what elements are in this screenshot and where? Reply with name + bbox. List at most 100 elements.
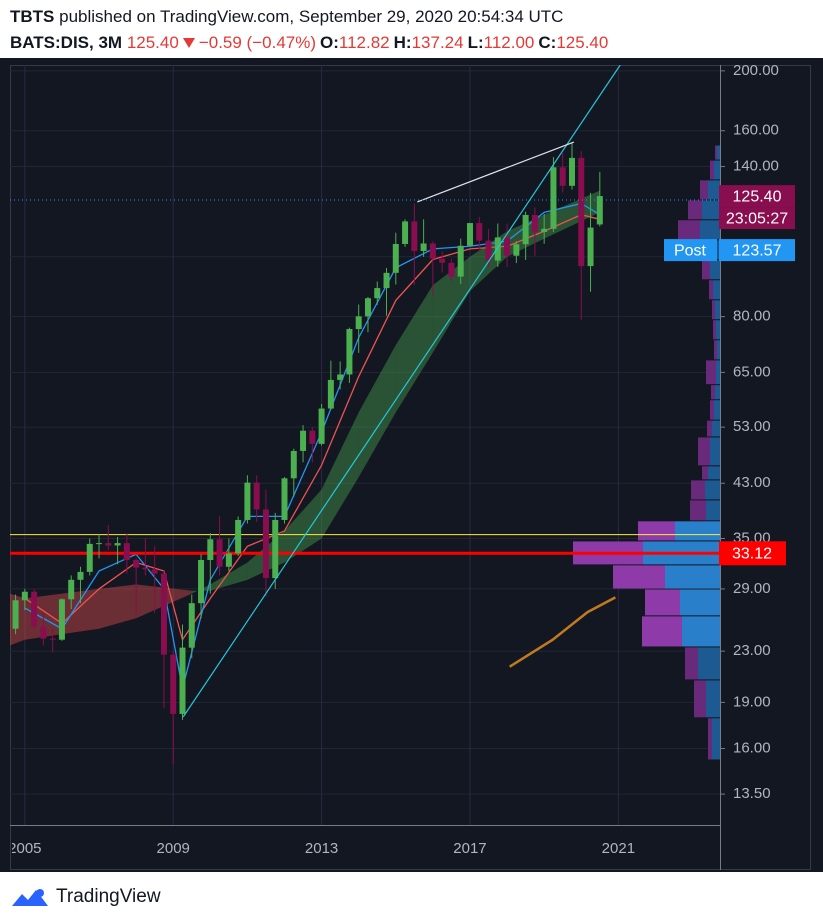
candle-body — [476, 223, 483, 241]
volume-up — [702, 200, 720, 220]
volume-down — [688, 200, 702, 220]
y-tick-label: 160.00 — [733, 122, 779, 139]
volume-up — [714, 400, 720, 420]
last-price: 125.40 — [126, 33, 179, 52]
cloud-segment — [284, 489, 322, 563]
volume-down — [698, 437, 710, 466]
moving-average — [24, 202, 601, 689]
candle-body — [170, 654, 177, 714]
candle-body — [327, 379, 334, 409]
volume-down — [709, 280, 713, 300]
candle-body — [96, 543, 103, 545]
volume-up — [708, 466, 720, 480]
x-tick-label: 2017 — [453, 840, 486, 857]
candle-body — [225, 553, 232, 567]
candle-body — [244, 482, 251, 520]
candle-body — [207, 539, 214, 561]
candle-body — [494, 237, 501, 261]
header-line: TBTS published on TradingView.com, Septe… — [10, 7, 563, 27]
candle-body — [411, 221, 418, 251]
price-label-box — [719, 541, 786, 566]
candle-body — [457, 245, 464, 277]
volume-down — [645, 589, 680, 616]
candle-body — [429, 243, 436, 259]
volume-up — [675, 521, 720, 541]
volume-down — [702, 260, 710, 280]
volume-down — [713, 320, 716, 340]
candle-body — [142, 567, 149, 570]
candle-body — [31, 591, 38, 627]
x-tick-label: 2013 — [305, 840, 338, 857]
candle-body — [123, 543, 130, 561]
ohlc-value: 125.40 — [556, 33, 609, 52]
trend-line — [182, 65, 621, 718]
candle-body — [68, 579, 75, 600]
volume-up — [680, 589, 720, 616]
cloud-segment — [358, 344, 396, 478]
candle-body — [504, 237, 511, 256]
candle-body — [355, 316, 362, 330]
volume-down — [711, 385, 715, 400]
ohlc-label: L: — [467, 33, 484, 52]
volume-down — [700, 180, 708, 200]
candle-body — [559, 167, 566, 186]
candle-body — [337, 374, 344, 380]
volume-down — [685, 647, 698, 680]
candle-body — [578, 157, 585, 267]
volume-up — [710, 260, 720, 280]
volume-down — [710, 400, 714, 420]
x-tick-label: 2021 — [602, 840, 635, 857]
price-label: 125.40 — [733, 188, 782, 205]
candle-body — [290, 450, 297, 479]
volume-up — [712, 420, 720, 437]
candle-body — [596, 196, 603, 225]
volume-down — [678, 220, 700, 240]
volume-down — [694, 680, 706, 718]
candle-body — [587, 227, 594, 267]
chart-background — [0, 58, 823, 872]
cloud-segment — [395, 285, 433, 413]
volume-up — [712, 718, 720, 760]
candle-body — [281, 478, 288, 520]
volume-up — [706, 680, 720, 718]
volume-up — [715, 385, 720, 400]
candle-body — [383, 272, 390, 289]
price-tag-box — [664, 239, 717, 262]
footer: TradingView — [10, 880, 161, 914]
candle-body — [133, 560, 140, 568]
volume-up — [698, 647, 720, 680]
ohlc-value: 137.24 — [411, 33, 464, 52]
plot-pane — [10, 65, 720, 765]
y-tick-label: 29.00 — [733, 580, 771, 597]
ohlc-label: O: — [320, 33, 339, 52]
volume-up — [716, 320, 720, 340]
y-tick-label: 13.50 — [733, 785, 771, 802]
y-tick-label: 65.00 — [733, 363, 771, 380]
volume-down — [706, 360, 716, 385]
brand-name: TradingView — [56, 886, 161, 907]
volume-down — [712, 300, 715, 320]
y-tick-label: 200.00 — [733, 62, 779, 79]
candle-body — [466, 223, 473, 246]
price-change: −0.59 (−0.47%) — [198, 33, 317, 52]
cloud-segment — [544, 190, 600, 239]
candle-body — [522, 214, 529, 245]
candle-body — [77, 571, 84, 580]
candle-body — [198, 560, 205, 604]
volume-down — [613, 565, 665, 589]
brand-logo — [12, 889, 48, 906]
y-tick-label: 80.00 — [733, 308, 771, 325]
candle-body — [531, 214, 538, 232]
volume-up — [665, 565, 720, 589]
volume-up — [706, 500, 720, 521]
candle-body — [179, 647, 186, 714]
volume-up — [705, 480, 720, 500]
y-tick-label: 140.00 — [733, 158, 779, 175]
candle-body — [188, 603, 195, 648]
volume-up — [716, 360, 720, 385]
countdown-box — [719, 207, 795, 230]
cloud-segment — [99, 584, 137, 629]
y-tick-label: 43.00 — [733, 474, 771, 491]
